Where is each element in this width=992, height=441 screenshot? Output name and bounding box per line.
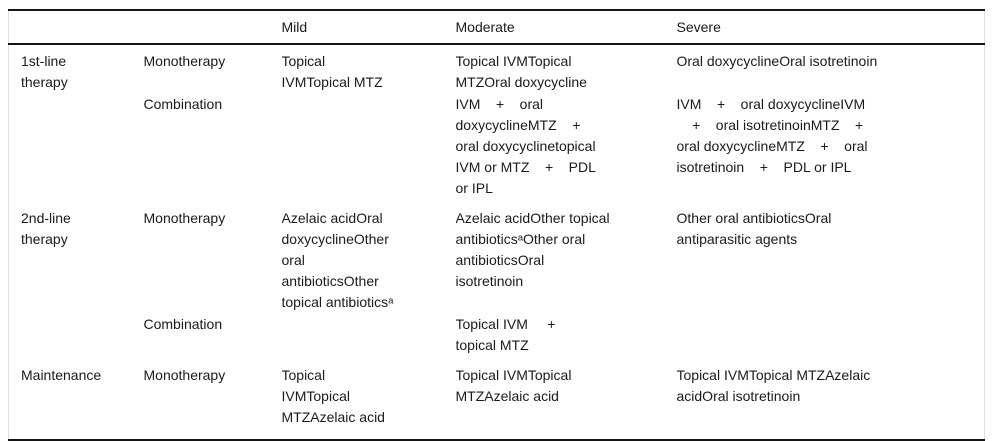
table-row-2ndline-combination: Combination Topical IVM + topical MTZ bbox=[9, 313, 985, 365]
group-label-1st-line: 1st-line therapy bbox=[21, 53, 68, 90]
cell-1stline-mono-mild: Topical IVMTopical MTZ bbox=[281, 53, 383, 90]
cell-maintenance-mono-severe: Topical IVMTopical MTZAzelaic acidOral i… bbox=[676, 367, 871, 404]
header-mild: Mild bbox=[281, 10, 456, 45]
type-label-combination: Combination bbox=[143, 96, 223, 112]
table-row-1stline-combination: Combination IVM + oral doxycyclineMTZ + … bbox=[9, 93, 985, 208]
header-group-blank bbox=[8, 10, 144, 45]
type-label-monotherapy: Monotherapy bbox=[143, 53, 226, 69]
cell-maintenance-mono-mild: Topical IVMTopical MTZAzelaic acid bbox=[281, 367, 385, 425]
cell-1stline-mono-moderate: Topical IVMTopical MTZOral doxycycline bbox=[455, 53, 587, 90]
type-label-monotherapy: Monotherapy bbox=[143, 367, 226, 383]
cell-2ndline-comb-mild bbox=[282, 313, 456, 365]
cell-2ndline-mono-mild: Azelaic acidOral doxycyclineOther oral a… bbox=[281, 210, 394, 310]
header-moderate: Moderate bbox=[455, 10, 677, 45]
cell-1stline-comb-moderate: IVM + oral doxycyclineMTZ + oral doxycyc… bbox=[455, 96, 596, 196]
group-label-2nd-line: 2nd-line therapy bbox=[21, 210, 71, 247]
cell-maintenance-mono-moderate: Topical IVMTopical MTZAzelaic acid bbox=[455, 367, 572, 404]
header-type-blank bbox=[143, 10, 282, 45]
cell-1stline-mono-severe: Oral doxycyclineOral isotretinoin bbox=[676, 53, 878, 69]
table-row-1stline-monotherapy: 1st-line therapy Monotherapy Topical IVM… bbox=[9, 44, 985, 93]
cell-2ndline-comb-moderate: Topical IVM + topical MTZ bbox=[455, 316, 556, 353]
cell-2ndline-comb-severe bbox=[677, 313, 985, 365]
group-label-maintenance: Maintenance bbox=[21, 367, 102, 383]
therapy-table: Mild Moderate Severe 1st-line therapy Mo… bbox=[8, 9, 985, 441]
type-label-monotherapy: Monotherapy bbox=[143, 210, 226, 226]
header-row: Mild Moderate Severe bbox=[8, 10, 985, 45]
cell-1stline-comb-mild bbox=[282, 93, 456, 208]
cell-2ndline-mono-severe: Other oral antibioticsOral antiparasitic… bbox=[676, 210, 832, 247]
table-row-2ndline-monotherapy: 2nd-line therapy Monotherapy Azelaic aci… bbox=[9, 208, 985, 313]
cell-1stline-comb-severe: IVM + oral doxycyclineIVM + oral isotret… bbox=[676, 96, 868, 175]
cell-2ndline-mono-moderate: Azelaic acidOther topical antibioticsᵃOt… bbox=[455, 210, 610, 289]
table-row-maintenance-monotherapy: Maintenance Monotherapy Topical IVMTopic… bbox=[9, 365, 985, 440]
type-label-combination: Combination bbox=[143, 316, 223, 332]
header-severe: Severe bbox=[676, 10, 985, 45]
